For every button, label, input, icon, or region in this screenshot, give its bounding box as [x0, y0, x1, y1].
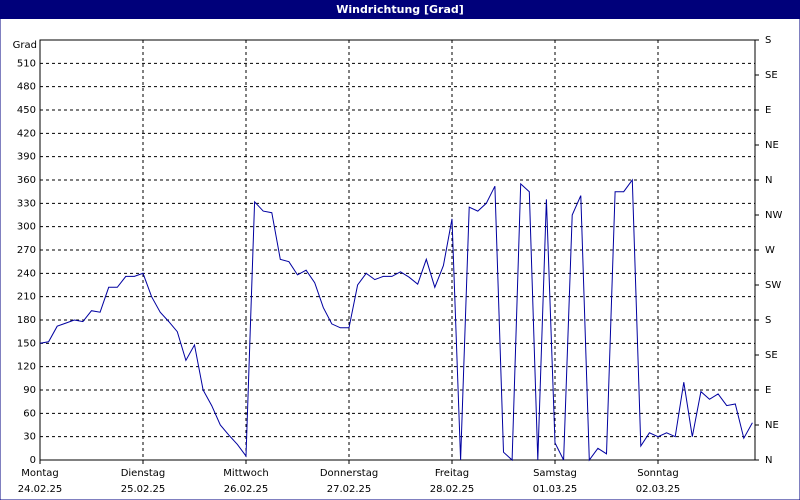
chart-title: Windrichtung [Grad]	[336, 3, 464, 16]
y-tick-label: 390	[17, 152, 36, 163]
y-tick-label: 480	[17, 82, 36, 93]
x-tick-date: 24.02.25	[18, 484, 63, 495]
y2-tick-label: S	[765, 35, 771, 46]
x-tick-date: 27.02.25	[327, 484, 372, 495]
x-tick-date: 25.02.25	[121, 484, 166, 495]
y-tick-label: 120	[17, 362, 36, 373]
x-tick-label: Samstag	[533, 468, 577, 479]
y2-tick-label: NW	[765, 210, 782, 221]
y-tick-label: 450	[17, 105, 36, 116]
y-tick-label: 240	[17, 268, 36, 279]
y-tick-label: 210	[17, 292, 36, 303]
y-tick-label: 360	[17, 175, 36, 186]
y-tick-label: 30	[23, 432, 36, 443]
x-tick-date: 02.03.25	[636, 484, 681, 495]
x-tick-date: 26.02.25	[224, 484, 269, 495]
y-tick-label: 90	[23, 385, 36, 396]
x-tick-label: Freitag	[435, 468, 469, 479]
y2-tick-label: NE	[765, 140, 779, 151]
y2-tick-label: W	[765, 245, 775, 256]
y2-tick-label: SW	[765, 280, 781, 291]
y2-tick-label: SE	[765, 70, 778, 81]
y2-tick-label: N	[765, 175, 772, 186]
title-bar	[0, 0, 800, 19]
data-line	[39, 178, 753, 462]
x-tick-date: 01.03.25	[533, 484, 578, 495]
y2-tick-label: SE	[765, 350, 778, 361]
x-tick-label: Montag	[21, 468, 58, 479]
y2-tick-label: E	[765, 385, 771, 396]
y-tick-label: 510	[17, 58, 36, 69]
y-axis-label: Grad	[13, 40, 37, 51]
y-tick-label: 0	[30, 455, 36, 466]
x-tick-date: 28.02.25	[430, 484, 475, 495]
y-tick-label: 60	[23, 408, 36, 419]
y-tick-label: 180	[17, 315, 36, 326]
x-tick-label: Mittwoch	[223, 468, 268, 479]
y-tick-label: 300	[17, 222, 36, 233]
y2-tick-label: N	[765, 455, 772, 466]
y-tick-label: 150	[17, 338, 36, 349]
y-tick-label: 330	[17, 198, 36, 209]
y2-tick-label: E	[765, 105, 771, 116]
y-tick-label: 420	[17, 128, 36, 139]
x-tick-label: Donnerstag	[320, 468, 378, 479]
y2-tick-label: S	[765, 315, 771, 326]
y2-tick-label: NE	[765, 420, 779, 431]
x-tick-label: Dienstag	[121, 468, 166, 479]
x-tick-label: Sonntag	[637, 468, 679, 479]
y-tick-label: 270	[17, 245, 36, 256]
